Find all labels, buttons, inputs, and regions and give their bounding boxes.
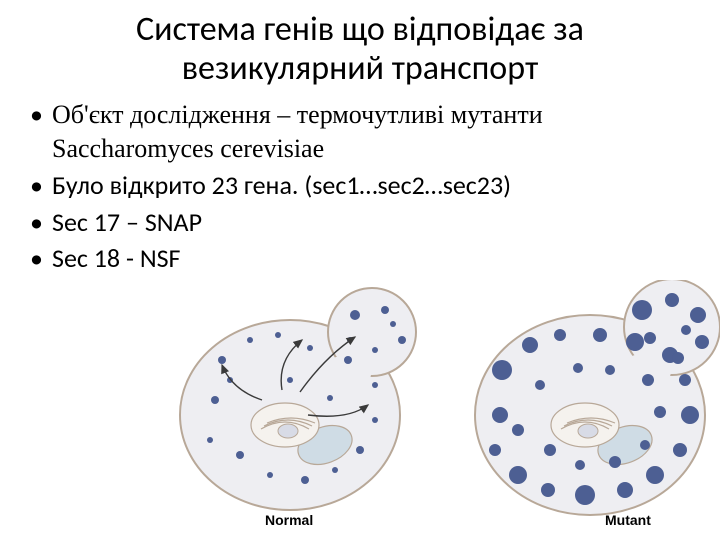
bullet-1-line-1: Об'єкт дослідження – термочутливі мутант… bbox=[52, 100, 543, 129]
bullet-1-line-2: Saccharomyces cerevisiae bbox=[52, 134, 324, 163]
bullet-4: Sec 18 - NSF bbox=[30, 242, 690, 275]
bullet-1: Об'єкт дослідження – термочутливі мутант… bbox=[30, 98, 690, 165]
slide-title: Система генів що відповідає за везикуляр… bbox=[30, 10, 690, 88]
bullet-3: Sec 17 – SNAP bbox=[30, 206, 690, 239]
title-line-2: везикулярний транспорт bbox=[182, 48, 539, 89]
title-line-1: Система генів що відповідає за bbox=[136, 9, 584, 50]
caption-normal: Normal bbox=[265, 512, 313, 528]
bullet-2: Було відкрито 23 гена. (sec1…sec2…sec23) bbox=[30, 169, 690, 202]
caption-mutant: Mutant bbox=[605, 512, 651, 528]
cell-figure: Normal Mutant bbox=[0, 280, 720, 530]
bullet-list: Об'єкт дослідження – термочутливі мутант… bbox=[30, 98, 690, 275]
